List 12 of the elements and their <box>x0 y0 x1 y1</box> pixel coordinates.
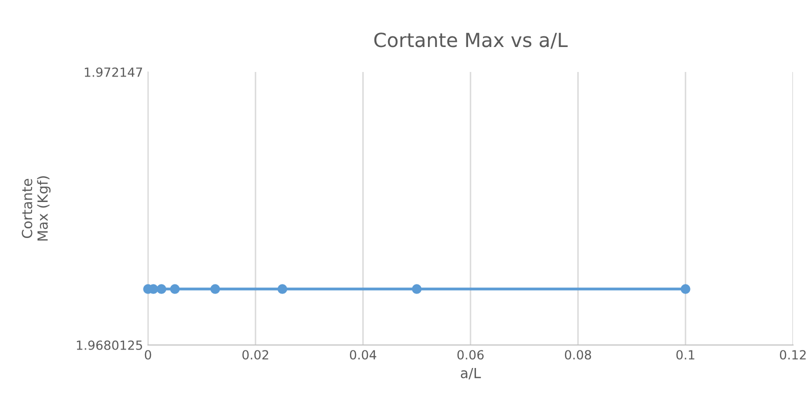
x-tick-label: 0.08 <box>564 350 592 360</box>
x-axis-title: a/L <box>460 368 481 380</box>
x-tick-label: 0.02 <box>242 350 268 360</box>
y-tick-label: 1.9680125 <box>76 340 142 350</box>
x-tick-label: 0.1 <box>676 350 694 360</box>
chart-title: Cortante Max vs a/L <box>374 32 568 49</box>
x-tick-label: 0 <box>144 350 152 360</box>
x-tick-label: 0.04 <box>350 350 376 360</box>
x-tick-label: 0.12 <box>780 350 806 360</box>
y-tick-label: 1.972147 <box>84 67 142 77</box>
y-axis-title: Cortante Max (Kgf) <box>22 176 51 241</box>
x-tick-label: 0.06 <box>457 350 484 360</box>
